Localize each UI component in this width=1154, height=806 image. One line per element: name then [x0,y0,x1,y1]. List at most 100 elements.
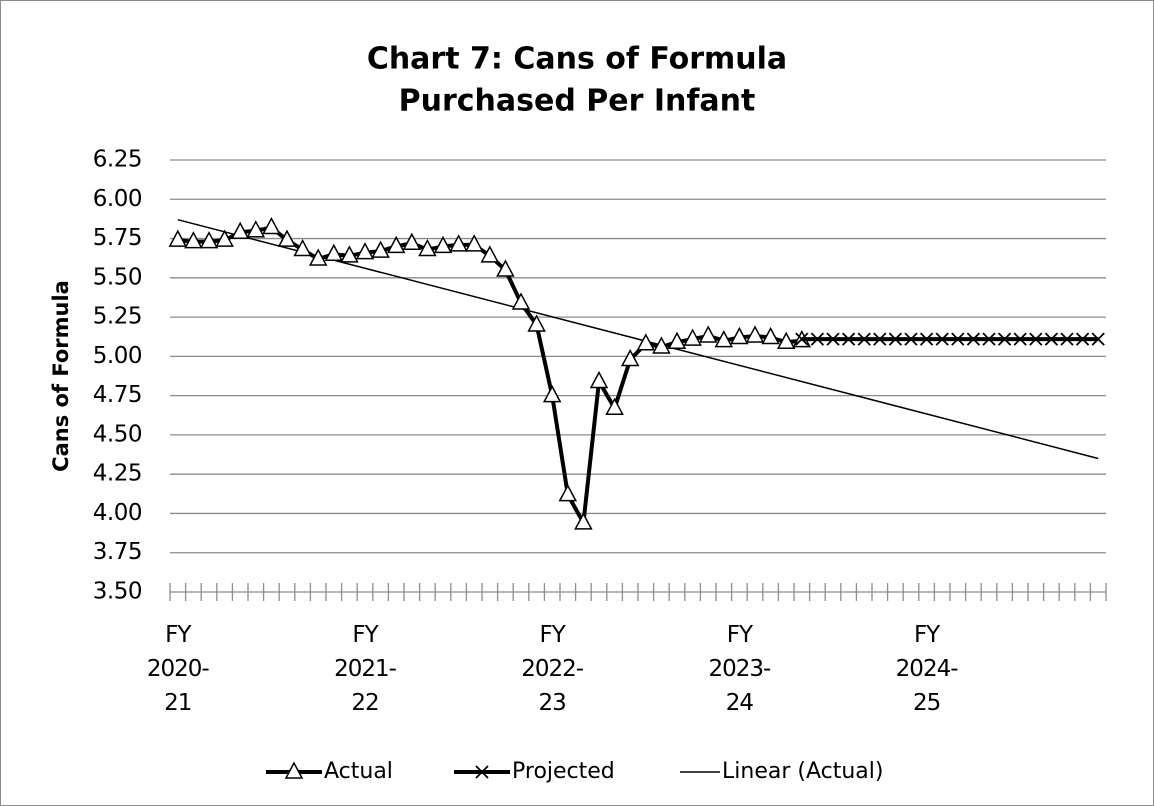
data-point [433,235,453,254]
data-point [919,332,934,346]
y-tick-label: 4.25 [93,461,142,487]
x-marker [1013,332,1027,346]
x-marker [982,332,996,346]
legend-label: Linear (Actual) [722,759,883,784]
data-point [184,231,203,249]
data-point [558,484,578,502]
y-tick-label: 4.75 [93,382,142,408]
data-point [542,385,562,403]
x-marker [795,332,809,346]
x-marker [810,332,825,346]
y-tick-label: 4.50 [93,421,142,447]
y-tick-label: 3.75 [93,539,142,565]
y-axis-title: Cans of Formula [49,280,73,472]
legend-label: Projected [512,759,615,784]
x-marker [1075,332,1090,346]
data-point [277,229,297,247]
y-tick-label: 5.00 [93,343,142,369]
y-tick-label: 6.25 [93,147,142,173]
data-point [1060,332,1074,346]
data-point [511,292,531,310]
x-marker [873,332,887,346]
legend-item: Projected [454,759,615,784]
data-point [636,333,656,351]
data-point [199,231,219,249]
x-marker [997,332,1012,346]
data-point [215,229,234,247]
chart-title: Chart 7: Cans of Formula [367,42,787,77]
legend-item: Actual [266,759,393,784]
y-tick-label: 6.00 [93,186,142,212]
data-point [714,330,734,348]
x-tick-label: FY 2023-24 [708,622,771,716]
data-point [527,314,546,332]
data-point [293,238,312,257]
y-tick-label: 4.00 [93,500,142,526]
data-point [667,331,687,349]
data-point [1075,332,1090,346]
data-point [1013,332,1027,346]
series-line [177,225,803,525]
data-point [776,331,796,349]
data-point [745,325,765,343]
data-point [1044,332,1059,346]
data-point [982,332,996,346]
data-point [1091,332,1105,346]
data-point [841,332,856,346]
x-marker [1044,332,1059,346]
data-point [284,761,304,779]
data-point [308,248,328,266]
data-point [449,234,468,252]
data-point [402,232,422,251]
data-point [418,238,437,257]
x-marker [857,332,871,346]
data-point [730,326,749,345]
x-marker [1029,332,1043,346]
data-point [386,235,406,254]
x-tick-label: FY 2022-23 [521,622,584,716]
data-point [230,221,250,240]
legend-item: Linear (Actual) [680,759,883,784]
data-point [1029,332,1043,346]
data-point [810,332,825,346]
data-point [888,332,903,346]
data-point [826,332,840,346]
x-marker [904,332,918,346]
data-point [246,220,266,238]
data-point [605,397,624,415]
x-marker [1060,332,1074,346]
data-point [795,332,809,346]
x-marker [841,332,856,346]
x-tick-label: FY 2024-25 [895,622,959,716]
data-point [340,245,359,263]
data-point [935,332,949,346]
data-point [951,332,965,346]
data-point [589,370,609,389]
x-marker [888,332,903,346]
data-point [324,243,344,262]
data-point [464,234,484,252]
y-tick-label: 5.25 [93,304,142,330]
x-tick-label: FY 2021-22 [334,622,397,716]
data-point [574,512,593,530]
x-marker [475,765,489,779]
data-point [480,245,500,263]
data-point [652,336,671,354]
x-marker [966,332,981,346]
data-point [168,229,188,247]
data-point [698,325,718,343]
x-marker [935,332,949,346]
x-marker [826,332,840,346]
x-marker [951,332,965,346]
y-tick-label: 5.75 [93,225,142,251]
data-point [620,348,640,367]
chart-subtitle: Purchased Per Infant [399,84,756,119]
y-tick-label: 3.50 [93,579,142,605]
y-tick-label: 5.50 [93,264,142,290]
data-point [873,332,887,346]
data-point [761,326,780,345]
x-marker [1091,332,1105,346]
data-point [857,332,871,346]
data-point [475,765,489,779]
